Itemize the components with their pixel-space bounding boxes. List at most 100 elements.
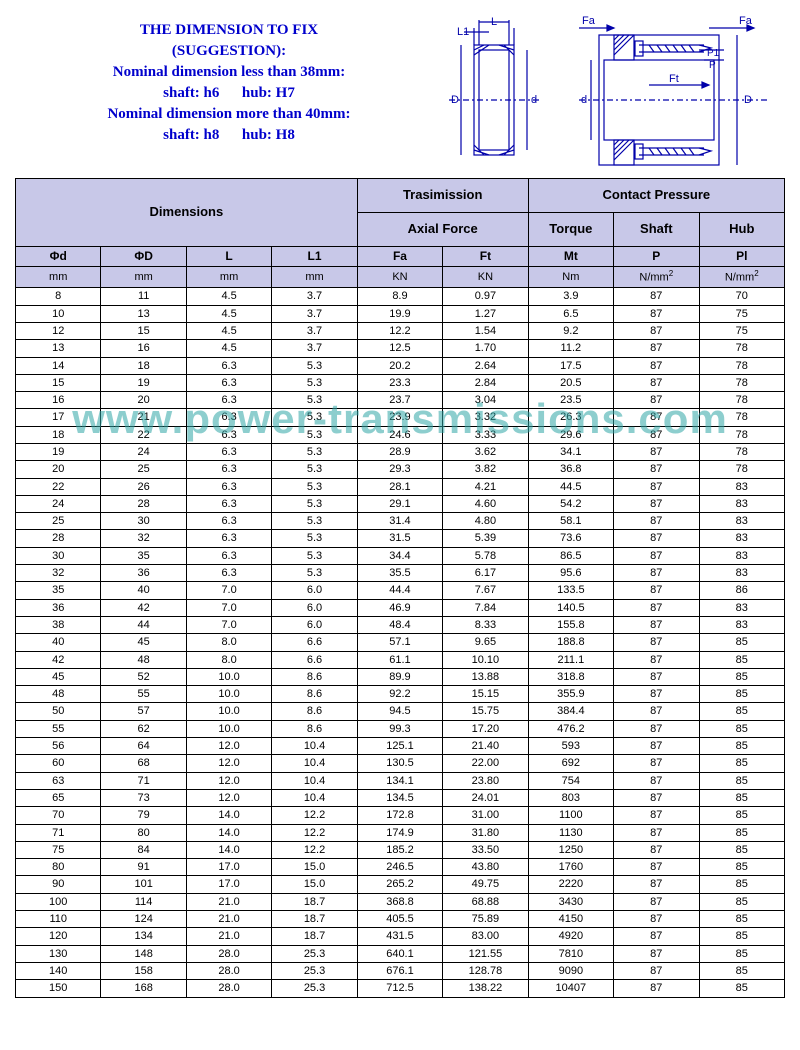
table-cell: 87 xyxy=(614,582,699,599)
table-cell: 55 xyxy=(101,686,186,703)
table-cell: 28.0 xyxy=(186,962,271,979)
table-cell: 121.55 xyxy=(443,945,528,962)
table-cell: 87 xyxy=(614,703,699,720)
table-cell: 6.3 xyxy=(186,478,271,495)
table-cell: 3.7 xyxy=(272,322,357,339)
table-cell: 95.6 xyxy=(528,565,613,582)
table-cell: 593 xyxy=(528,738,613,755)
table-row: 14186.35.320.22.6417.58778 xyxy=(16,357,785,374)
table-cell: 5.3 xyxy=(272,357,357,374)
table-cell: 35 xyxy=(101,547,186,564)
table-cell: 476.2 xyxy=(528,720,613,737)
suggestion-line2: (SUGGESTION): xyxy=(20,41,438,62)
table-cell: 85 xyxy=(699,807,785,824)
table-cell: 87 xyxy=(614,495,699,512)
table-cell: 91 xyxy=(101,859,186,876)
table-cell: 12.0 xyxy=(186,755,271,772)
table-cell: 6.3 xyxy=(186,547,271,564)
table-row: 24286.35.329.14.6054.28783 xyxy=(16,495,785,512)
table-row: 718014.012.2174.931.8011308785 xyxy=(16,824,785,841)
table-cell: 24.6 xyxy=(357,426,442,443)
table-cell: 13 xyxy=(101,305,186,322)
table-cell: 21.40 xyxy=(443,738,528,755)
table-cell: 14 xyxy=(16,357,101,374)
table-cell: 2220 xyxy=(528,876,613,893)
table-cell: 87 xyxy=(614,305,699,322)
table-cell: 3.7 xyxy=(272,340,357,357)
table-row: 10011421.018.7368.868.8834308785 xyxy=(16,893,785,910)
table-cell: 4.60 xyxy=(443,495,528,512)
column-symbol: ΦD xyxy=(101,246,186,267)
table-cell: 24 xyxy=(16,495,101,512)
table-cell: 10 xyxy=(16,305,101,322)
table-cell: 8.6 xyxy=(272,720,357,737)
table-cell: 13 xyxy=(16,340,101,357)
table-cell: 6.6 xyxy=(272,651,357,668)
table-cell: 114 xyxy=(101,893,186,910)
table-cell: 26.3 xyxy=(528,409,613,426)
table-cell: 6.3 xyxy=(186,495,271,512)
table-cell: 130.5 xyxy=(357,755,442,772)
table-cell: 28.9 xyxy=(357,444,442,461)
table-cell: 15.15 xyxy=(443,686,528,703)
table-cell: 318.8 xyxy=(528,668,613,685)
table-cell: 2.64 xyxy=(443,357,528,374)
table-cell: 87 xyxy=(614,893,699,910)
header-transmission: Trasimission xyxy=(357,179,528,213)
table-cell: 1.54 xyxy=(443,322,528,339)
table-cell: 78 xyxy=(699,340,785,357)
table-cell: 9.2 xyxy=(528,322,613,339)
table-cell: 87 xyxy=(614,340,699,357)
table-cell: 54.2 xyxy=(528,495,613,512)
table-cell: 87 xyxy=(614,911,699,928)
table-cell: 10.4 xyxy=(272,772,357,789)
table-cell: 11.2 xyxy=(528,340,613,357)
table-cell: 4.80 xyxy=(443,513,528,530)
header-contact-pressure: Contact Pressure xyxy=(528,179,784,213)
table-cell: 57 xyxy=(101,703,186,720)
table-cell: 30 xyxy=(101,513,186,530)
table-cell: 3.32 xyxy=(443,409,528,426)
table-cell: 85 xyxy=(699,962,785,979)
table-cell: 188.8 xyxy=(528,634,613,651)
table-row: 809117.015.0246.543.8017608785 xyxy=(16,859,785,876)
table-cell: 4.5 xyxy=(186,305,271,322)
table-cell: 87 xyxy=(614,772,699,789)
table-cell: 125.1 xyxy=(357,738,442,755)
suggestion-line4: shaft: h6 hub: H7 xyxy=(20,83,438,104)
table-cell: 20.5 xyxy=(528,374,613,391)
table-cell: 25.3 xyxy=(272,962,357,979)
table-cell: 23.3 xyxy=(357,374,442,391)
table-cell: 86 xyxy=(699,582,785,599)
table-row: 12013421.018.7431.583.0049208785 xyxy=(16,928,785,945)
table-cell: 44 xyxy=(101,616,186,633)
table-cell: 19.9 xyxy=(357,305,442,322)
table-unit-row: mmmmmmmmKNKNNmN/mm2N/mm2 xyxy=(16,267,785,288)
table-cell: 5.3 xyxy=(272,374,357,391)
table-cell: 85 xyxy=(699,720,785,737)
table-cell: 87 xyxy=(614,599,699,616)
table-cell: 78 xyxy=(699,426,785,443)
table-cell: 368.8 xyxy=(357,893,442,910)
table-cell: 87 xyxy=(614,374,699,391)
table-cell: 5.3 xyxy=(272,478,357,495)
table-cell: 14.0 xyxy=(186,824,271,841)
table-cell: 16 xyxy=(101,340,186,357)
table-cell: 64 xyxy=(101,738,186,755)
table-cell: 6.0 xyxy=(272,616,357,633)
table-cell: 31.00 xyxy=(443,807,528,824)
table-cell: 7.0 xyxy=(186,616,271,633)
table-cell: 87 xyxy=(614,478,699,495)
table-cell: 9.65 xyxy=(443,634,528,651)
table-cell: 355.9 xyxy=(528,686,613,703)
table-cell: 73 xyxy=(101,789,186,806)
table-row: 455210.08.689.913.88318.88785 xyxy=(16,668,785,685)
table-cell: 84 xyxy=(101,841,186,858)
table-cell: 21 xyxy=(101,409,186,426)
table-cell: 8.0 xyxy=(186,651,271,668)
table-cell: 7.0 xyxy=(186,582,271,599)
table-cell: 40 xyxy=(16,634,101,651)
suggestion-line6: shaft: h8 hub: H8 xyxy=(20,125,438,146)
column-unit: mm xyxy=(272,267,357,288)
table-cell: 78 xyxy=(699,461,785,478)
